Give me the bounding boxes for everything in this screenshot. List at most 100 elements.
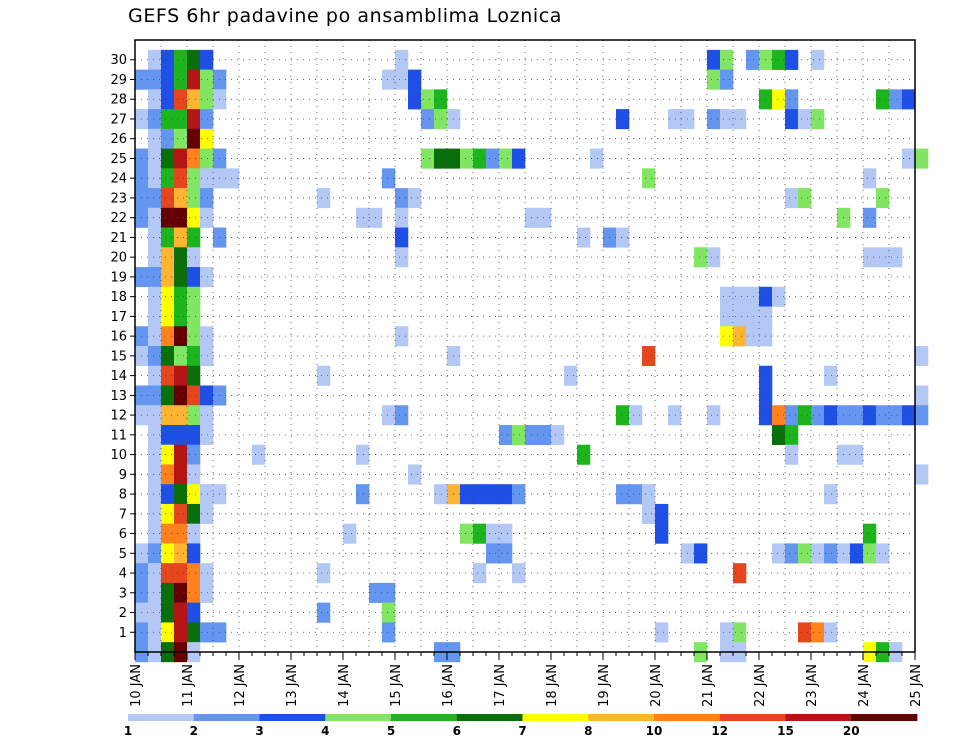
heatmap-cell [720,622,734,643]
heatmap-cell [200,563,214,584]
heatmap-cell [161,128,175,149]
heatmap-cell [148,563,162,584]
heatmap-cell [187,148,201,169]
heatmap-cell [174,128,188,149]
heatmap-cell [187,306,201,327]
heatmap-cell [798,543,812,564]
y-tick-label: 9 [119,468,127,483]
heatmap-cell [200,346,214,367]
heatmap-cell [200,326,214,347]
heatmap-cell [200,89,214,110]
heatmap-cell [200,207,214,228]
heatmap-cell [187,464,201,485]
heatmap-cell [148,543,162,564]
y-tick-label: 18 [110,290,127,305]
colorbar-segment [391,714,458,721]
heatmap-cell [343,523,357,544]
heatmap-cell [876,405,890,426]
heatmap-cell [187,168,201,189]
heatmap-cell [148,286,162,307]
heatmap-cell [174,227,188,248]
heatmap-cell [161,168,175,189]
heatmap-cell [174,543,188,564]
heatmap-cell [460,484,474,505]
heatmap-cell [148,109,162,130]
heatmap-cell [785,188,799,209]
heatmap-cell [187,69,201,90]
x-tick-label: 12 JAN [233,664,248,707]
heatmap-cell [148,227,162,248]
heatmap-cell [161,227,175,248]
heatmap-cell [187,207,201,228]
heatmap-cell [785,109,799,130]
heatmap-cell [395,326,409,347]
heatmap-cell [174,168,188,189]
heatmap-cell [174,49,188,70]
heatmap-cell [200,503,214,524]
heatmap-cell [733,563,747,584]
heatmap-cell [174,424,188,446]
heatmap-cell [161,563,175,584]
heatmap-cell [356,484,370,505]
heatmap-cell [915,346,929,367]
heatmap-cell [772,89,786,110]
heatmap-cell [187,286,201,307]
heatmap-cell [200,267,214,288]
heatmap-cell [421,89,435,110]
y-tick-label: 6 [119,527,127,542]
heatmap-cell [148,503,162,524]
heatmap-cell [395,405,409,426]
colorbar-segment [851,714,918,721]
heatmap-cell [824,405,838,426]
heatmap-cell [512,424,526,446]
heatmap-cell [707,109,721,130]
heatmap-cell [720,69,734,90]
heatmap-cell [772,543,786,564]
colorbar-segment [588,714,655,721]
heatmap-cell [746,326,760,347]
y-tick-label: 10 [110,448,127,463]
heatmap-cell [382,69,396,90]
y-tick-label: 26 [110,132,127,147]
heatmap-cell [174,444,188,465]
heatmap-cell [408,69,422,90]
heatmap-cell [200,385,214,406]
heatmap-cell [642,503,656,524]
y-tick-label: 17 [110,310,127,325]
heatmap-cell [200,168,214,189]
heatmap-cell [824,365,838,386]
heatmap-cell [187,484,201,505]
heatmap-cell [187,267,201,288]
x-tick-label: 21 JAN [701,664,716,707]
heatmap-cell [473,484,487,505]
heatmap-cell [616,227,630,248]
heatmap-cell [538,207,552,228]
y-tick-label: 3 [119,586,127,601]
heatmap-cell [382,405,396,426]
heatmap-cell [161,385,175,406]
heatmap-cell [499,484,513,505]
heatmap-cell [148,464,162,485]
heatmap-cell [174,484,188,505]
heatmap-cell [486,484,500,505]
y-tick-label: 23 [110,191,127,206]
heatmap-cell [200,484,214,505]
heatmap-cell [434,89,448,110]
heatmap-cell [460,148,474,169]
heatmap-cell [161,622,175,643]
heatmap-cell [395,69,409,90]
heatmap-cell [200,622,214,643]
heatmap-cell [187,543,201,564]
colorbar-label: 2 [190,724,198,738]
heatmap-cell [655,622,669,643]
heatmap-cell [785,89,799,110]
heatmap-cell [915,385,929,406]
colorbar-segment [785,714,852,721]
colorbar-label: 12 [711,724,728,738]
heatmap-cell [252,444,266,465]
heatmap-cell [148,69,162,90]
heatmap-cell [434,148,448,169]
x-tick-label: 14 JAN [337,664,352,707]
chart-title: GEFS 6hr padavine po ansamblima Loznica [128,5,563,27]
heatmap-cell [720,326,734,347]
